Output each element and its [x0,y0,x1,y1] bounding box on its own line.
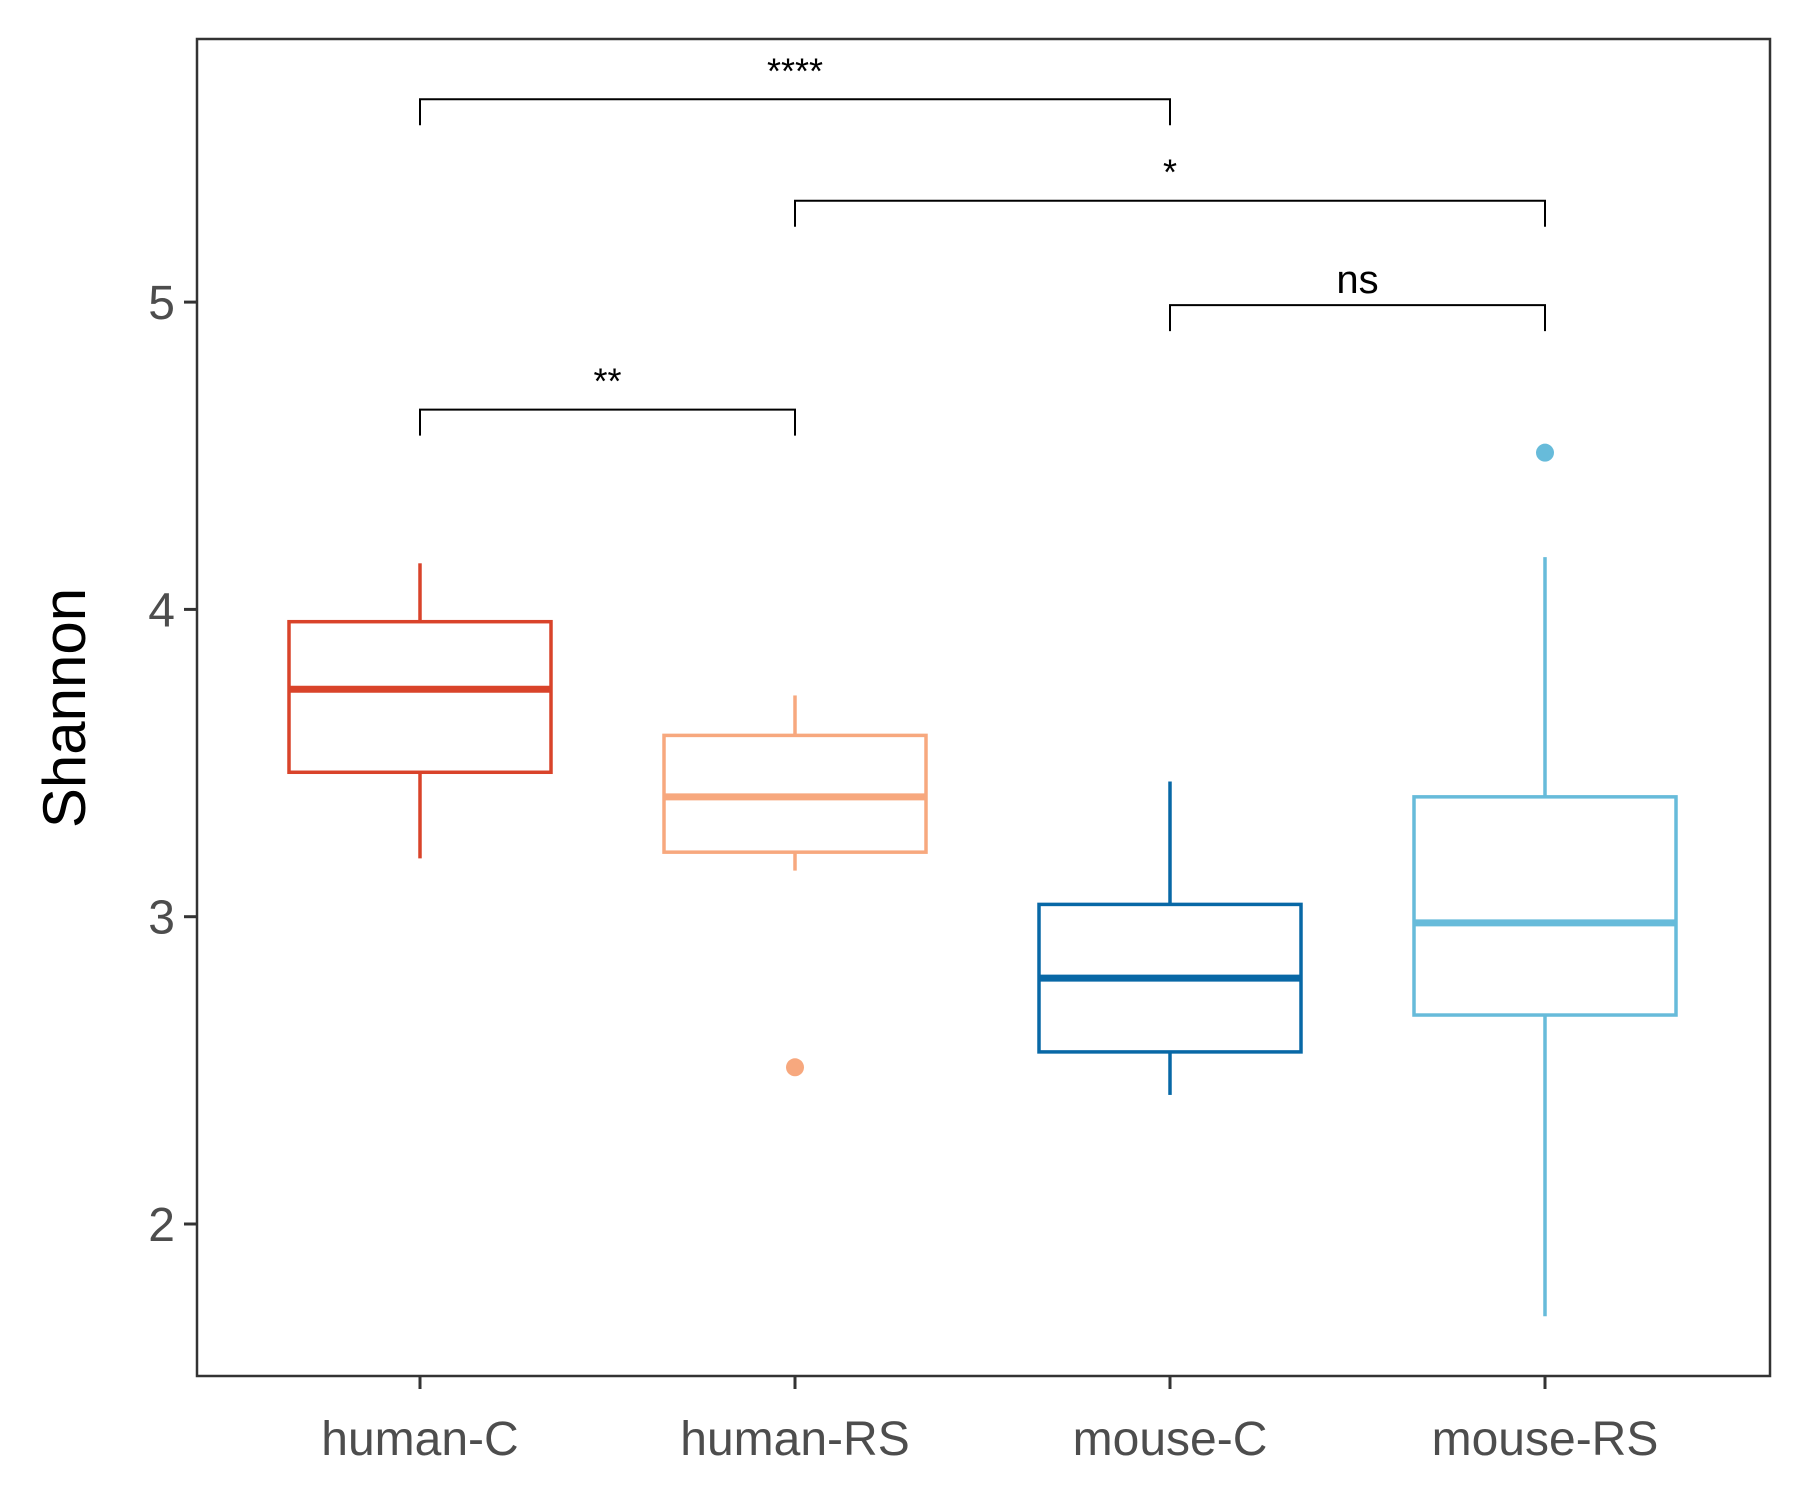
box-mouse-C [1037,781,1303,1095]
y-tick-label: 3 [148,892,175,945]
bracket-line [419,98,1171,126]
axes: 2 3 4 5 human-C human-RS mouse-C mouse-RS [148,277,1658,1466]
bracket-line [419,408,796,436]
significance-label: * [1163,152,1177,193]
box-human-RS [662,695,928,1077]
y-tick-label: 4 [148,584,175,637]
box-iqr [1412,795,1678,1017]
bracket-line [1169,304,1546,332]
y-tick-label: 2 [148,1199,175,1252]
significance-label: ** [593,361,621,402]
bracket-line [794,199,1546,227]
x-tick-label: human-RS [680,1413,909,1466]
y-tick-label: 5 [148,277,175,330]
box-mouse-RS [1412,443,1678,1317]
x-tick-label: mouse-RS [1432,1413,1659,1466]
box-iqr [287,619,553,775]
comparison-bracket: ** [419,361,796,436]
outlier-point [786,1058,804,1077]
comparison-bracket: * [794,152,1546,227]
comparison-bracket: ns [1169,258,1546,332]
plot-panel-border [195,37,1772,1378]
comparison-bracket: **** [419,50,1171,126]
x-tick-label: human-C [321,1413,518,1466]
significance-label: **** [767,50,823,91]
outlier-point [1536,443,1554,462]
x-tick-label: mouse-C [1073,1413,1268,1466]
plot-marks: **ns***** [287,50,1678,1317]
significance-label: ns [1336,258,1378,302]
y-axis-title: Shannon [31,588,98,828]
box-human-C [287,563,553,859]
